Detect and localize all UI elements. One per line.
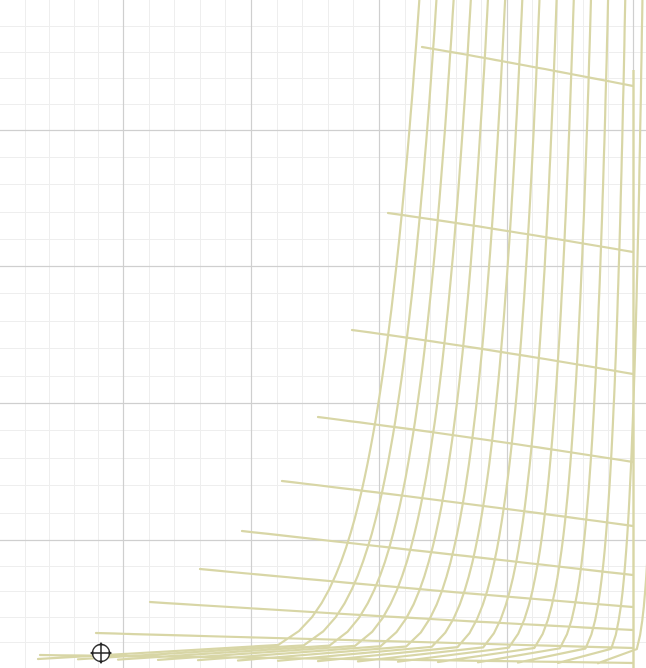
mesh-sweep-curve: [396, 0, 575, 663]
mesh-sweep-curve: [196, 0, 490, 662]
move-cursor-icon: [90, 642, 112, 664]
mesh-sweep-curve: [516, 0, 627, 664]
mesh-sweep-curve: [156, 0, 472, 662]
mesh-sweep-curve: [76, 0, 438, 661]
mesh-sweep-curve: [236, 0, 507, 662]
mesh-sweep-curve: [116, 0, 455, 661]
mesh-cross-section-curve: [198, 567, 635, 609]
mesh-cross-section-curve: [94, 631, 635, 650]
mesh-cross-section-curve: [280, 479, 635, 528]
mesh-cross-section-curve: [148, 600, 635, 632]
mesh-cross-section-curve: [316, 415, 635, 464]
mesh-sweep-curve: [316, 0, 541, 663]
mesh-sweep-curve: [276, 0, 524, 662]
mesh-cross-section-curve: [350, 328, 635, 376]
mesh-cross-section-curve: [240, 529, 635, 577]
mesh-cross-section-curve: [386, 211, 635, 254]
mesh-sweep-curve: [556, 0, 644, 665]
mesh-cross-section-curve: [38, 653, 635, 665]
mesh-sweep-curve: [476, 0, 610, 664]
mesh-cross-section-curve: [420, 45, 635, 88]
mesh-sweep-curve: [356, 0, 558, 663]
